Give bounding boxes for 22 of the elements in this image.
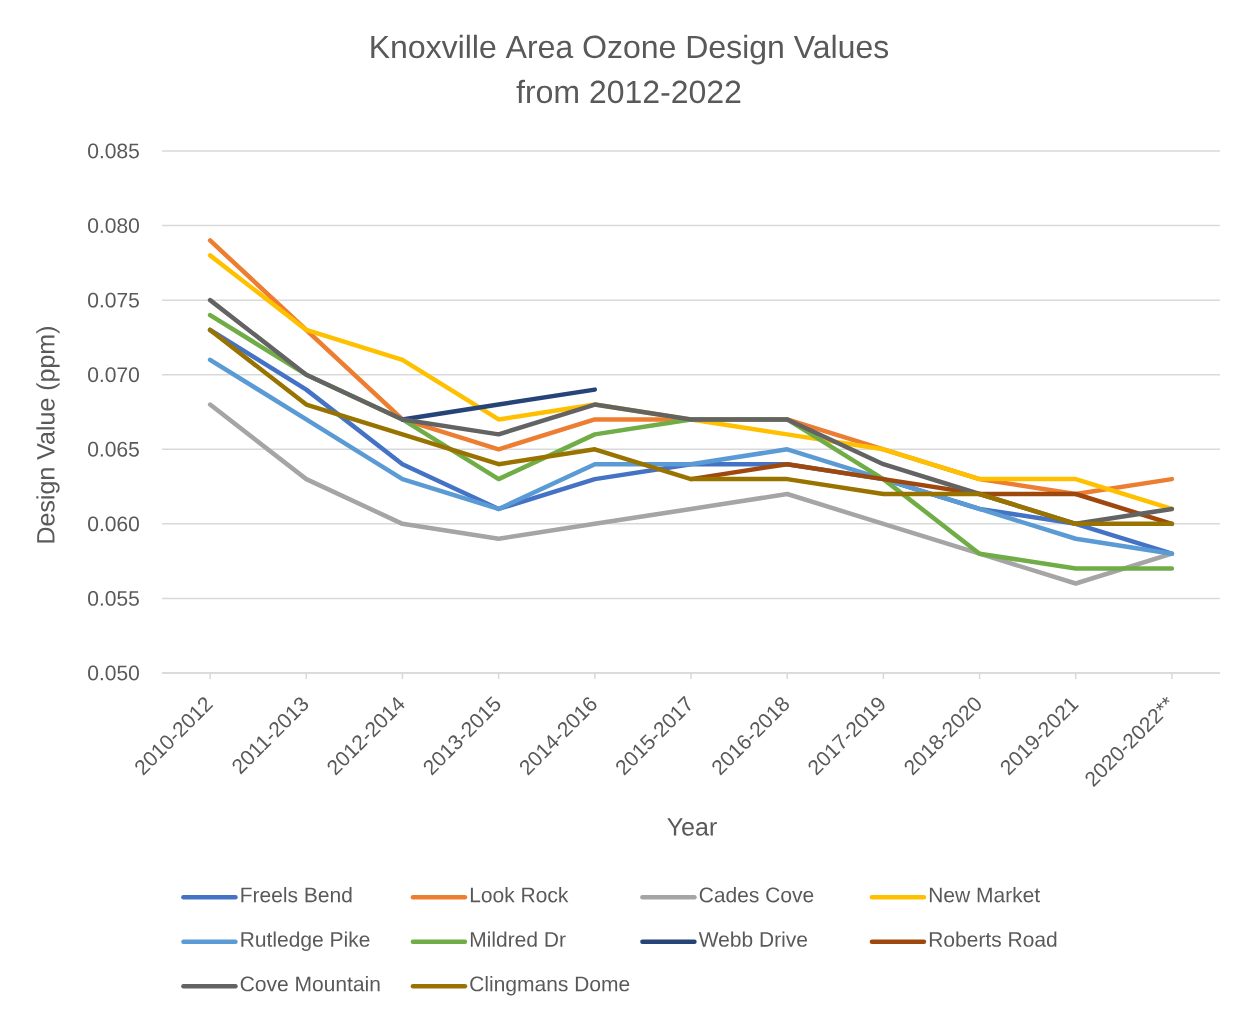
y-tick-label: 0.055 [88, 590, 139, 606]
legend-label: Roberts Road [929, 931, 1057, 947]
y-axis-title: Design Value (ppm) [36, 327, 60, 543]
y-tick-label: 0.080 [88, 218, 139, 233]
legend-label: Webb Drive [698, 931, 808, 947]
legend-label: Cades Cove [699, 886, 814, 903]
legend-label: Cove Mountain [240, 975, 380, 992]
legend-label: Rutledge Pike [241, 931, 370, 952]
legend-label: Look Rock [470, 886, 569, 903]
legend-label: Clingmans Dome [470, 975, 630, 996]
x-axis-title: Year [667, 818, 717, 836]
line-series [207, 402, 1175, 586]
y-tick-label: 0.065 [88, 441, 139, 457]
y-tick-label: 0.075 [88, 292, 139, 308]
y-tick-label: 0.070 [88, 367, 139, 383]
legend-label: New Market [929, 886, 1041, 903]
chart-title: Knoxville Area Ozone Design Values from 2012-2022 [371, 34, 889, 104]
y-tick-label: 0.085 [88, 143, 139, 159]
legend-label: Mildred Dr [470, 931, 566, 947]
y-tick-label: 0.060 [88, 516, 139, 532]
legend-label: Freels Bend [241, 886, 352, 903]
y-tick-label: 0.050 [88, 665, 139, 681]
